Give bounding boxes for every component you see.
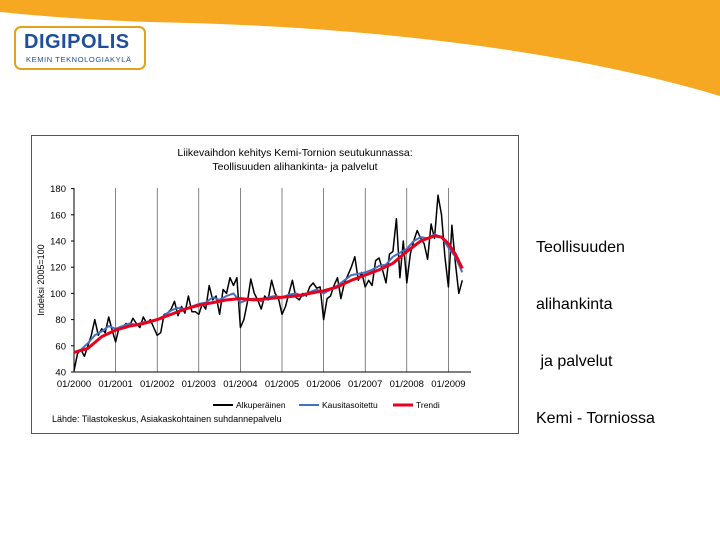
y-tick-label: 160 bbox=[50, 210, 66, 221]
y-ticks: 40 60 80 100 120 140 160 180 bbox=[50, 184, 74, 379]
chart-frame bbox=[31, 135, 519, 434]
logo-wordmark: DIGIPOLIS bbox=[24, 31, 130, 53]
chart-title-line1: Liikevaihdon kehitys Kemi-Tornion seutuk… bbox=[177, 147, 413, 159]
slide-title-line3: ja palvelut bbox=[536, 353, 613, 370]
legend-label-trend: Trendi bbox=[416, 400, 440, 410]
slide-title-line4: Kemi - Torniossa bbox=[536, 410, 655, 427]
x-gridlines bbox=[73, 188, 449, 372]
chart-title: Liikevaihdon kehitys Kemi-Tornion seutuk… bbox=[31, 146, 559, 174]
x-tick-label: 01/2000 bbox=[57, 379, 91, 390]
x-tick-label: 01/2006 bbox=[306, 379, 340, 390]
logo-tagline: KEMIN TEKNOLOGIAKYLÄ bbox=[26, 55, 132, 64]
source-note: Lähde: Tilastokeskus, Asiakaskohtainen s… bbox=[52, 414, 282, 424]
x-tick-label: 01/2003 bbox=[182, 379, 216, 390]
x-tick-label: 01/2001 bbox=[98, 379, 132, 390]
y-axis-label: Indeksi 2005=100 bbox=[36, 244, 46, 315]
digipolis-logo: DIGIPOLIS KEMIN TEKNOLOGIAKYLÄ bbox=[14, 26, 146, 70]
x-tick-label: 01/2008 bbox=[390, 379, 424, 390]
y-tick-label: 80 bbox=[55, 315, 66, 326]
y-tick-label: 120 bbox=[50, 263, 66, 274]
legend: Alkuperäinen Kausitasoitettu Trendi bbox=[213, 400, 440, 410]
series-line-original bbox=[73, 194, 464, 371]
slide-title: Teollisuuden alihankinta ja palvelut Kem… bbox=[536, 200, 655, 447]
x-tick-label: 01/2004 bbox=[223, 379, 257, 390]
slide-title-line2: alihankinta bbox=[536, 296, 613, 313]
x-tick-label: 01/2002 bbox=[140, 379, 174, 390]
legend-label-seasonal: Kausitasoitettu bbox=[322, 400, 378, 410]
y-tick-label: 100 bbox=[50, 289, 66, 300]
orange-banner-swoosh bbox=[0, 0, 720, 96]
x-ticks: 01/2000 01/2001 01/2002 01/2003 01/2004 01/20… bbox=[57, 379, 466, 390]
series-lines bbox=[73, 194, 464, 371]
slide-title-line1: Teollisuuden bbox=[536, 239, 625, 256]
y-tick-label: 40 bbox=[55, 368, 66, 379]
x-tick-label: 01/2009 bbox=[431, 379, 465, 390]
y-tick-label: 60 bbox=[55, 341, 66, 352]
y-tick-label: 140 bbox=[50, 237, 66, 248]
legend-label-original: Alkuperäinen bbox=[236, 400, 286, 410]
x-tick-label: 01/2005 bbox=[265, 379, 299, 390]
series-line-trend bbox=[73, 234, 464, 354]
x-tick-label: 01/2007 bbox=[348, 379, 382, 390]
axes bbox=[73, 188, 471, 373]
y-tick-label: 180 bbox=[50, 184, 66, 195]
chart-title-line2: Teollisuuden alihankinta- ja palvelut bbox=[212, 161, 378, 173]
